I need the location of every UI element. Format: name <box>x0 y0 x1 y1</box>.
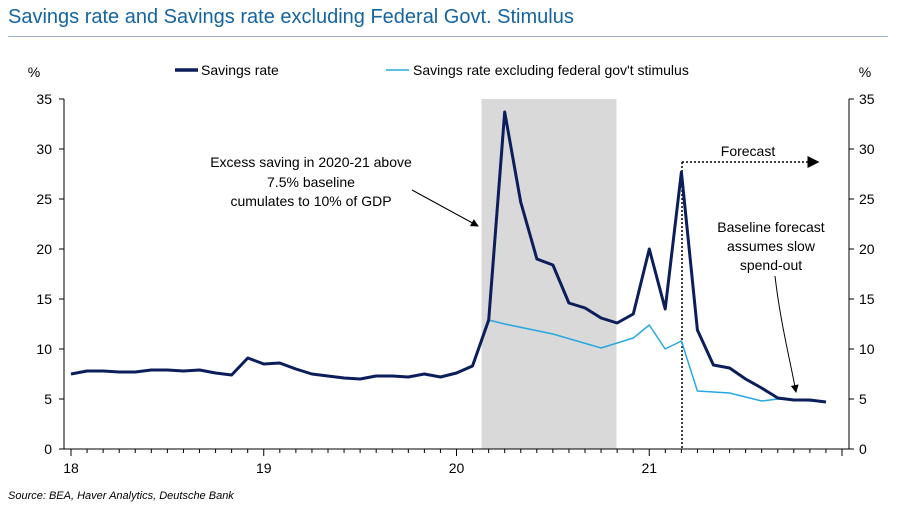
annotation-baseline-line3: spend-out <box>740 257 802 273</box>
legend-label-excl-stimulus: Savings rate excluding federal gov't sti… <box>413 62 689 78</box>
annotation-excess-saving-arrow <box>411 189 479 227</box>
legend-label-savings-rate: Savings rate <box>201 62 279 78</box>
annotation-baseline-line1: Baseline forecast <box>717 219 825 235</box>
source-note: Source: BEA, Haver Analytics, Deutsche B… <box>8 490 234 502</box>
x-tick-label: 20 <box>449 460 465 476</box>
annotation-excess-saving-line2: 7.5% baseline <box>267 174 355 190</box>
y-tick-label-left: 15 <box>36 291 52 307</box>
y-tick-label-right: 35 <box>859 91 875 107</box>
y-tick-label-right: 0 <box>859 441 867 457</box>
series-line-savings-rate <box>70 110 827 404</box>
annotation-excess-saving-line3: cumulates to 10% of GDP <box>230 193 391 209</box>
x-tick-label: 18 <box>63 460 79 476</box>
y-unit-left: % <box>28 64 40 80</box>
y-tick-label-right: 25 <box>859 191 875 207</box>
annotation-excess-saving-line1: Excess saving in 2020-21 above <box>210 154 412 170</box>
y-tick-label-left: 20 <box>36 241 52 257</box>
y-tick-label-right: 30 <box>859 141 875 157</box>
page-title: Savings rate and Savings rate excluding … <box>8 6 574 28</box>
y-tick-label-left: 35 <box>36 91 52 107</box>
annotation-forecast: Forecast <box>721 143 776 159</box>
y-tick-label-left: 5 <box>44 391 52 407</box>
y-tick-label-left: 10 <box>36 341 52 357</box>
y-tick-label-right: 10 <box>859 341 875 357</box>
x-tick-label: 21 <box>641 460 657 476</box>
y-tick-label-right: 20 <box>859 241 875 257</box>
recession-shading <box>481 99 617 449</box>
y-unit-right: % <box>859 64 871 80</box>
y-tick-label-right: 15 <box>859 291 875 307</box>
y-tick-label-left: 0 <box>44 441 52 457</box>
y-tick-label-left: 30 <box>36 141 52 157</box>
y-tick-label-right: 5 <box>859 391 867 407</box>
annotation-baseline-line2: assumes slow <box>727 238 816 254</box>
title-divider <box>8 36 888 37</box>
x-tick-label: 19 <box>256 460 272 476</box>
annotation-baseline-arrow <box>774 275 799 393</box>
y-tick-label-left: 25 <box>36 191 52 207</box>
